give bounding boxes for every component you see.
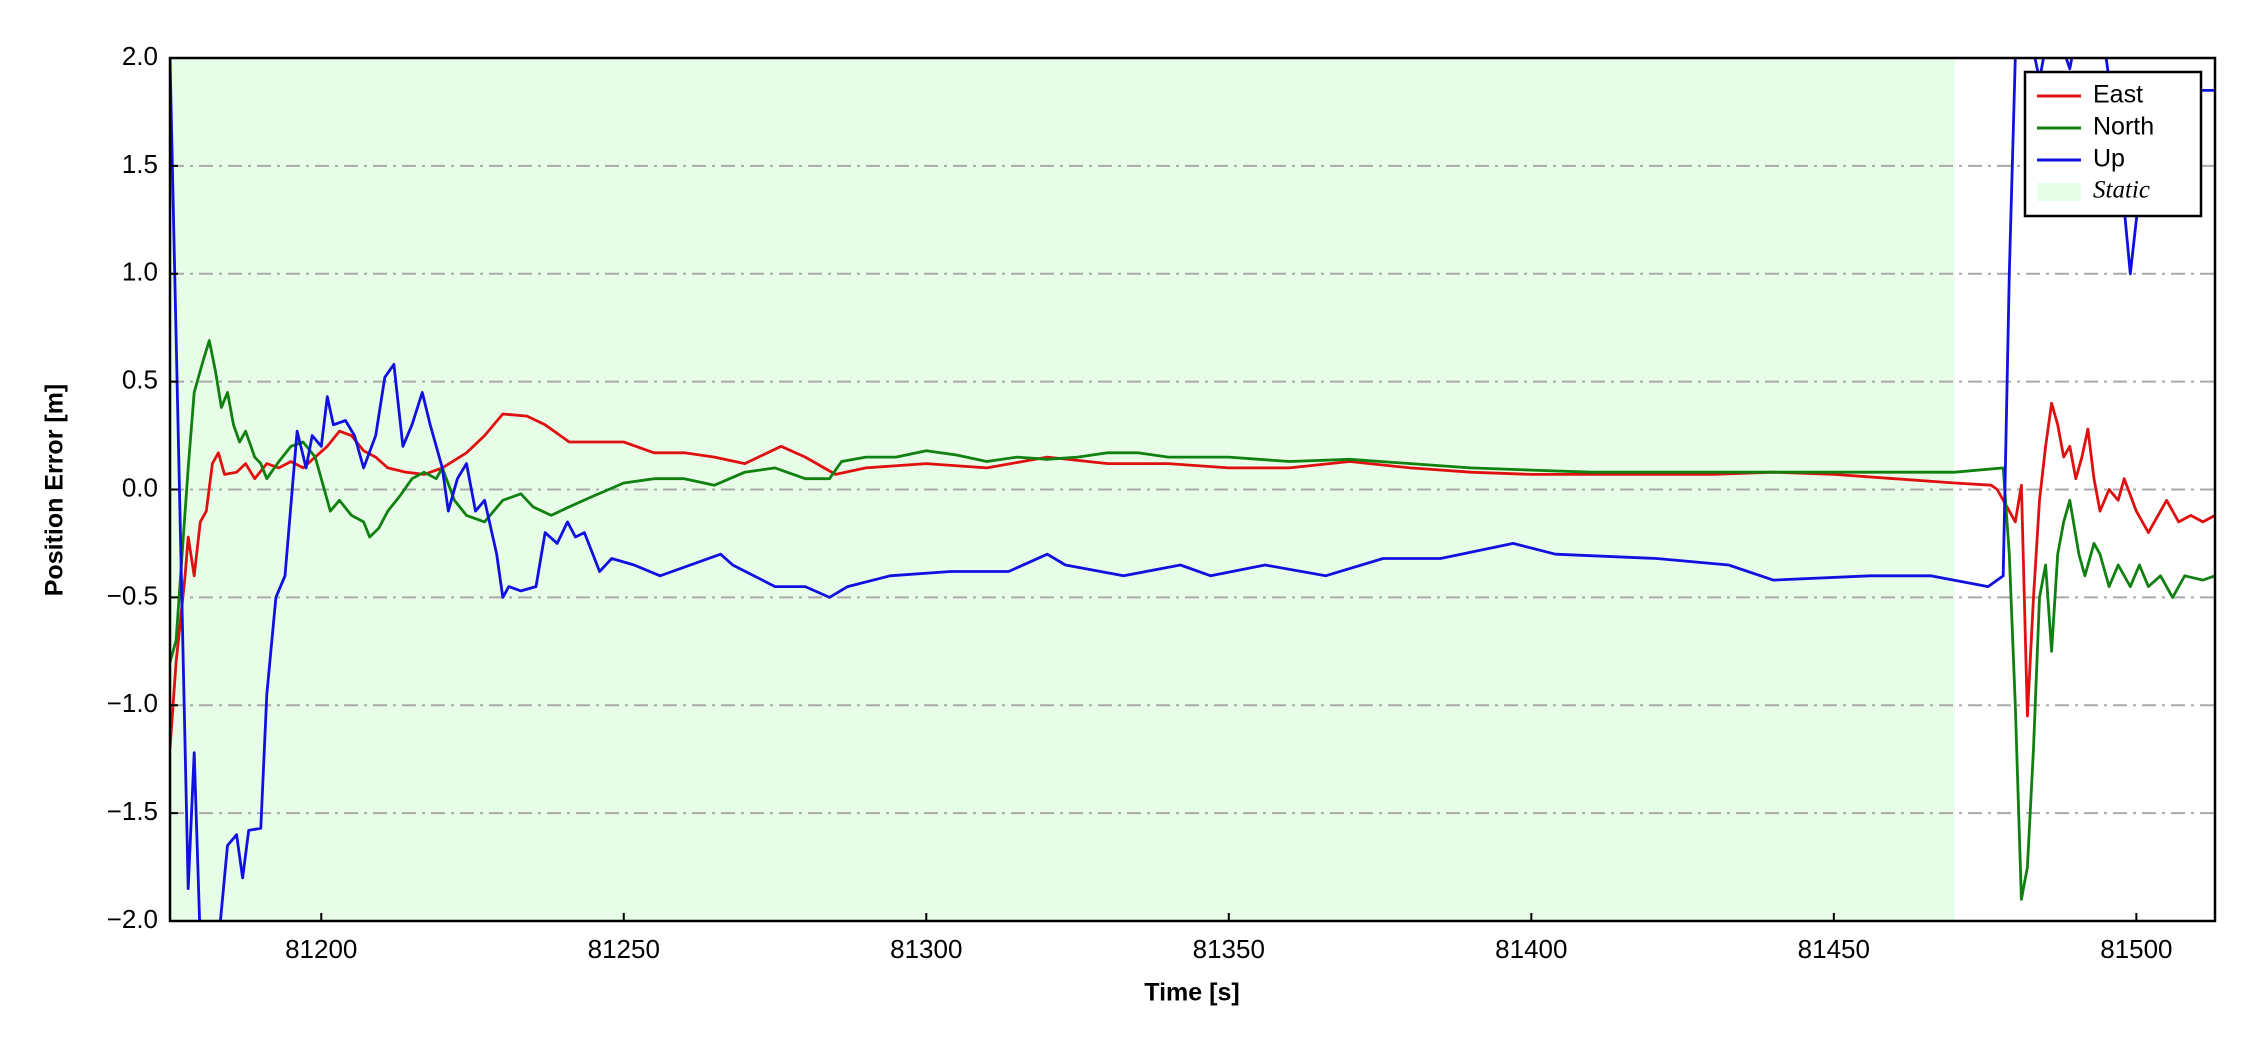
- y-tick-label: 1.5: [122, 149, 158, 179]
- x-axis-label: Time [s]: [1144, 979, 1239, 1007]
- series-line: [170, 339, 2215, 901]
- y-tick-label: −0.5: [107, 580, 158, 610]
- y-tick-label: −2.0: [107, 904, 158, 934]
- y-tick-label: 0.0: [122, 472, 158, 502]
- series-line: [170, 401, 2215, 749]
- y-axis-label: Position Error [m]: [41, 384, 69, 597]
- legend-label: North: [2093, 113, 2154, 141]
- y-tick-label: 1.0: [122, 257, 158, 287]
- y-tick-label: −1.5: [107, 796, 158, 826]
- legend-swatch: [2037, 183, 2081, 201]
- x-tick-label: 81450: [1798, 934, 1870, 964]
- y-tick-label: 0.5: [122, 365, 158, 395]
- y-tick-label: 2.0: [122, 41, 158, 71]
- y-tick-label: −1.0: [107, 688, 158, 718]
- x-tick-label: 81500: [2100, 934, 2172, 964]
- x-tick-label: 81300: [890, 934, 962, 964]
- legend-label: East: [2093, 81, 2143, 109]
- x-tick-label: 81400: [1495, 934, 1567, 964]
- plot-lines: [170, 58, 2215, 921]
- series-line: [170, 58, 2215, 921]
- x-tick-label: 81250: [588, 934, 660, 964]
- legend-label: Static: [2093, 177, 2150, 204]
- x-tick-label: 81200: [285, 934, 357, 964]
- legend-label: Up: [2093, 145, 2125, 173]
- legend: East North Up Static: [2023, 70, 2203, 218]
- plot-underlay: [170, 58, 2215, 921]
- x-tick-label: 81350: [1193, 934, 1265, 964]
